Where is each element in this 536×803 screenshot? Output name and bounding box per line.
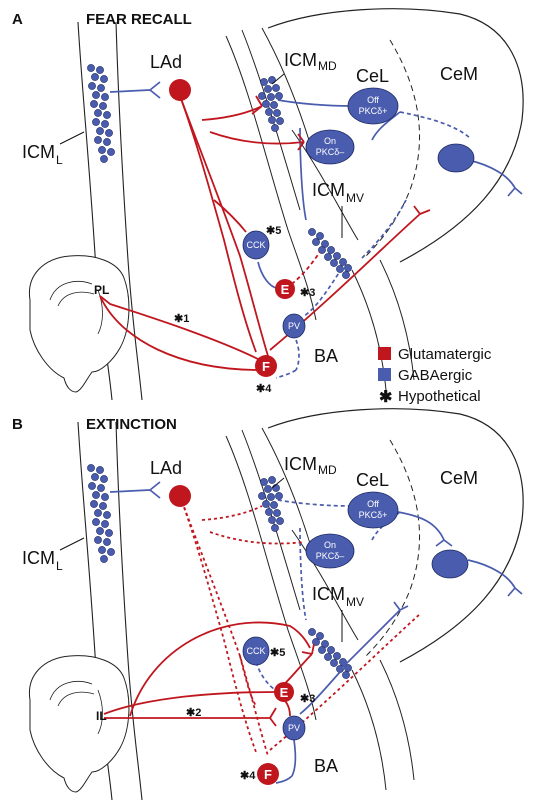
il-label: IL — [96, 709, 107, 723]
icm-mv-cluster — [308, 228, 352, 279]
icm-l-arrow — [59, 131, 85, 145]
f-neuron-label-b: F — [264, 767, 272, 782]
icm-l-sub-b: L — [56, 559, 63, 573]
pv-cell-label-b: PV — [288, 723, 300, 733]
on-cell-sub-b: PKCδ– — [316, 551, 345, 561]
legend-asterisk-icon: ✱ — [379, 389, 392, 406]
icm-md-arrow-b — [271, 477, 285, 489]
lad-neuron — [169, 79, 191, 101]
on-cell-label-b: On — [324, 540, 336, 550]
icm-md-sub-b: MD — [318, 463, 337, 477]
off-cell-label-b: Off — [367, 499, 379, 509]
icm-md-arrow — [271, 73, 285, 85]
cem-label-b: CeM — [440, 468, 478, 488]
panel-a: A FEAR RECALL — [12, 8, 524, 401]
panel-b-letter: B — [12, 416, 23, 433]
on-cell-sub: PKCδ– — [316, 147, 345, 157]
cck-cell — [242, 230, 270, 260]
icm-mv-label-b: ICM — [312, 584, 345, 604]
star-3: ✱3 — [300, 287, 315, 299]
panel-a-title: FEAR RECALL — [86, 11, 192, 28]
panel-b-gaba-projections — [109, 481, 523, 784]
legend-glut-swatch — [378, 347, 391, 360]
cem-cell — [437, 143, 475, 173]
legend-hypo-label: Hypothetical — [398, 388, 481, 405]
icm-mv-cluster-b — [308, 628, 352, 679]
on-pkc-cell-b — [305, 533, 355, 569]
lad-label-b: LAd — [150, 458, 182, 478]
lad-label: LAd — [150, 52, 182, 72]
f-neuron — [255, 355, 277, 377]
off-cell-sub-b: PKCδ+ — [359, 510, 388, 520]
e-neuron-label-b: E — [280, 685, 289, 700]
f-neuron-b — [257, 763, 279, 785]
star-4: ✱4 — [256, 383, 272, 395]
legend-glut-label: Glutamatergic — [398, 346, 492, 363]
legend: Glutamatergic GABAergic ✱ Hypothetical — [378, 346, 492, 406]
icm-l-label-b: ICM — [22, 548, 55, 568]
off-cell-label: Off — [367, 95, 379, 105]
panel-b-title: EXTINCTION — [86, 416, 177, 433]
icm-mv-label: ICM — [312, 180, 345, 200]
icm-l-label: ICM — [22, 142, 55, 162]
e-neuron-b — [274, 682, 294, 702]
f-neuron-label: F — [262, 359, 270, 374]
legend-gaba-label: GABAergic — [398, 367, 473, 384]
icm-md-cluster-b — [258, 476, 284, 532]
cck-cell-label: CCK — [246, 240, 265, 250]
icm-l-sub: L — [56, 153, 63, 167]
cel-label: CeL — [356, 66, 389, 86]
cck-cell-b — [242, 636, 270, 666]
ba-label: BA — [314, 346, 338, 366]
lad-neuron-b — [169, 485, 191, 507]
icm-l-cluster — [87, 64, 115, 163]
e-neuron-label: E — [281, 282, 290, 297]
panel-a-glut-projections — [99, 95, 431, 371]
panel-b: B EXTINCTION — [12, 408, 524, 801]
icm-md-cluster — [258, 76, 284, 132]
off-pkc-cell-b — [347, 491, 399, 529]
on-pkc-cell — [305, 129, 355, 165]
icm-l-cluster-b — [87, 464, 115, 563]
pv-cell-b — [282, 715, 306, 741]
on-cell-label: On — [324, 136, 336, 146]
icm-md-label: ICM — [284, 50, 317, 70]
star-2-b: ✱2 — [186, 707, 201, 719]
icm-mv-sub-b: MV — [346, 595, 364, 609]
star-1: ✱1 — [174, 313, 189, 325]
cel-label-b: CeL — [356, 470, 389, 490]
ba-label-b: BA — [314, 756, 338, 776]
star-4-b: ✱4 — [240, 770, 256, 782]
off-pkc-cell — [347, 87, 399, 125]
off-cell-sub: PKCδ+ — [359, 106, 388, 116]
icm-mv-sub: MV — [346, 191, 364, 205]
star-5-b: ✱5 — [270, 647, 285, 659]
cck-cell-label-b: CCK — [246, 646, 265, 656]
cem-cell-b — [431, 549, 469, 579]
icm-l-arrow-b — [59, 537, 85, 551]
panel-b-glut-projections — [103, 495, 421, 757]
e-neuron — [275, 279, 295, 299]
star-5: ✱5 — [266, 225, 281, 237]
star-3-b: ✱3 — [300, 693, 315, 705]
pv-cell — [282, 313, 306, 339]
legend-gaba-swatch — [378, 368, 391, 381]
pl-label: PL — [94, 283, 109, 297]
icm-md-sub: MD — [318, 59, 337, 73]
panel-a-gaba-projections — [109, 81, 523, 379]
cem-label: CeM — [440, 64, 478, 84]
icm-md-label-b: ICM — [284, 454, 317, 474]
panel-a-letter: A — [12, 11, 23, 28]
pv-cell-label: PV — [288, 321, 300, 331]
